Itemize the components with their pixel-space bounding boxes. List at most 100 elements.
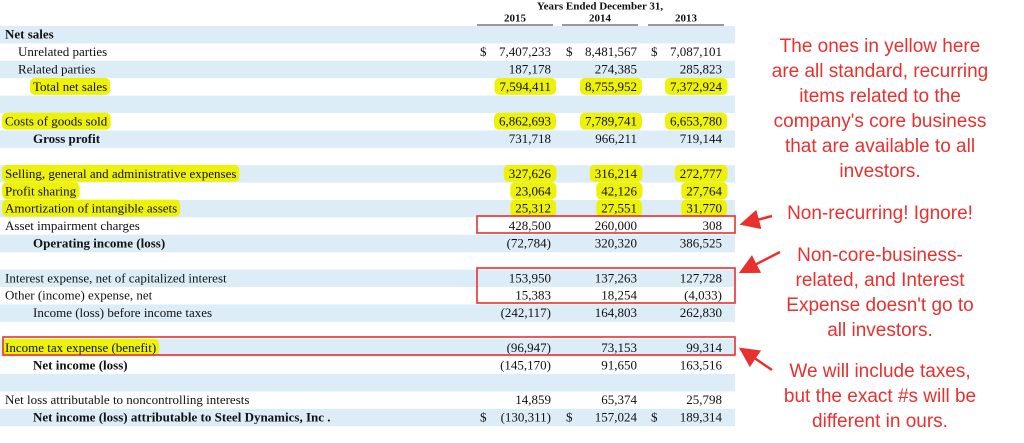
cell-value: 8,755,952: [585, 79, 637, 94]
cell-value: 31,770: [686, 201, 722, 216]
row-band: [0, 374, 735, 392]
annotation-line: different in ours.: [812, 411, 948, 432]
annotation-line: are all standard, recurring: [772, 61, 989, 82]
annotation-line: investors.: [839, 161, 920, 182]
cell-value: (145,170): [500, 357, 551, 372]
cell-value: 260,000: [595, 218, 637, 233]
highlight: [2, 182, 80, 200]
cell-value: 27,764: [686, 183, 722, 198]
row-label: Net income (loss): [33, 357, 128, 372]
cell-value: 316,214: [595, 166, 638, 181]
red-boxes: [2, 215, 736, 356]
cell-value: 7,087,101: [670, 44, 722, 59]
cell-dollar: $: [566, 44, 573, 59]
arrow: [738, 347, 773, 372]
cell-dollar: $: [651, 409, 658, 424]
row-band: [0, 304, 735, 322]
cell-dollar: $: [480, 409, 487, 424]
cell-value: (96,947): [507, 340, 551, 355]
cell-value: 127,728: [680, 270, 722, 285]
cell-value: 25,798: [686, 392, 722, 407]
cell-value: 428,500: [509, 218, 551, 233]
arrow: [739, 209, 773, 230]
annotation-line: but the exact #s will be: [784, 386, 976, 407]
highlight: [2, 112, 111, 130]
annotation-line: Expense doesn't go to: [786, 295, 973, 316]
highlight: [665, 112, 727, 130]
annotation-line: Non-core-business-: [797, 245, 963, 266]
cell-value: 73,153: [601, 340, 637, 355]
cell-value: 320,320: [595, 235, 637, 250]
year: 2014: [589, 13, 612, 25]
cell-value: (4,033): [684, 288, 722, 303]
highlight: [494, 112, 556, 130]
row-band: [0, 95, 735, 113]
cell-value: 327,626: [509, 166, 552, 181]
row-label: Related parties: [18, 61, 96, 76]
cell-dollar: $: [651, 44, 658, 59]
cell-value: 164,803: [595, 305, 637, 320]
cell-value: 153,950: [509, 270, 551, 285]
row-band: [0, 26, 735, 44]
row-label: Gross profit: [33, 131, 101, 146]
annotation-line: items related to the: [799, 86, 961, 107]
row-label: Interest expense, net of capitalized int…: [5, 270, 227, 285]
row-label: Unrelated parties: [18, 44, 107, 59]
row-label: Other (income) expense, net: [5, 288, 153, 303]
row-label: Profit sharing: [5, 183, 77, 198]
highlights: [2, 77, 728, 356]
cell-value: 6,862,693: [499, 114, 551, 129]
cell-value: 731,718: [509, 131, 551, 146]
row-band: [0, 408, 735, 427]
cell-value: 27,551: [601, 201, 637, 216]
cell-value: 23,064: [515, 183, 551, 198]
cell-value: 8,481,567: [585, 44, 638, 59]
highlight: [596, 182, 643, 200]
row-label: Costs of goods sold: [5, 114, 108, 129]
cell-value: 15,383: [515, 288, 551, 303]
highlight: [503, 164, 557, 182]
row-label: Total net sales: [33, 79, 107, 94]
cell-value: 137,263: [595, 270, 637, 285]
row-label: Asset impairment charges: [5, 218, 140, 233]
arrows: [738, 209, 781, 372]
row-band: [0, 234, 735, 253]
arrow: [738, 250, 781, 274]
cell-value: 7,407,233: [499, 44, 551, 59]
cell-value: 14,859: [515, 392, 551, 407]
cell-value: (130,311): [501, 409, 551, 424]
row-band: [0, 339, 735, 357]
annotation-line: company's core business: [774, 111, 987, 132]
cell-value: 18,254: [601, 288, 637, 303]
row-label: Income (loss) before income taxes: [33, 305, 212, 320]
row-label: Net income (loss) attributable to Steel …: [33, 409, 331, 424]
annotation-line: related, and Interest: [796, 270, 966, 291]
header-title: Years Ended December 31,: [537, 1, 664, 13]
cell-value: 386,525: [680, 235, 722, 250]
row-label: Selling, general and administrative expe…: [5, 166, 236, 181]
highlight: [2, 199, 181, 217]
table: Years Ended December 31, 2015 2014 2013 Net…: [5, 1, 724, 424]
box-interest: [476, 267, 736, 304]
cell-value: 187,178: [509, 61, 551, 76]
cell-value: 262,830: [680, 305, 722, 320]
year: 2015: [504, 13, 527, 25]
row-label: Amortization of intangible assets: [5, 201, 177, 216]
highlight: [589, 164, 643, 182]
cell-dollar: $: [480, 44, 487, 59]
cell-value: (72,784): [507, 235, 551, 250]
annotation-line: We will include taxes,: [789, 361, 970, 382]
cell-value: 157,024: [595, 409, 638, 424]
cell-value: 308: [703, 218, 723, 233]
annotation-line: all investors.: [827, 320, 933, 341]
highlight: [665, 77, 728, 95]
cell-value: 274,385: [595, 61, 637, 76]
highlight: [510, 182, 557, 200]
cell-value: 91,650: [601, 357, 637, 372]
cell-value: 272,777: [680, 166, 723, 181]
cell-value: 25,312: [515, 201, 551, 216]
year: 2013: [675, 13, 698, 25]
annotation-line: that are available to all: [785, 136, 975, 157]
highlight: [580, 77, 642, 95]
